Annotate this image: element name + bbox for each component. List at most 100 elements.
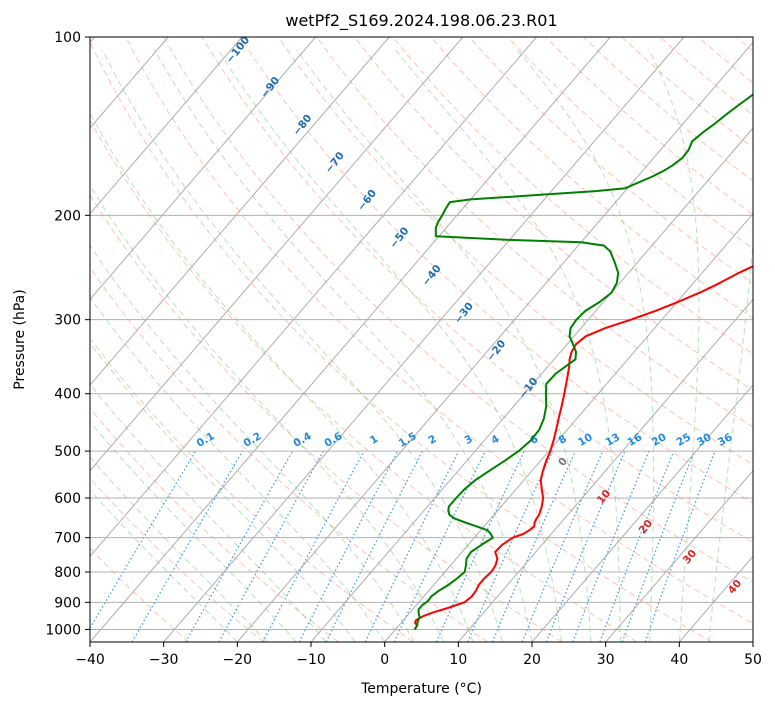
dry-adiabat-line bbox=[90, 266, 488, 642]
dry-adiabat-line bbox=[90, 194, 563, 642]
isotherm-line bbox=[531, 384, 753, 642]
mixing-ratio-label: 0.1 bbox=[195, 430, 217, 450]
mixing-ratio-label: 4 bbox=[489, 433, 501, 447]
background-lines bbox=[90, 37, 753, 642]
moist-adiabat-line bbox=[217, 49, 562, 642]
mixing-ratio-label: 3 bbox=[463, 433, 475, 447]
mixing-ratio-label: 13 bbox=[603, 431, 622, 449]
mixing-ratio-label: 8 bbox=[557, 433, 569, 447]
moist-adiabat-line bbox=[90, 112, 474, 642]
moist-adiabat-line bbox=[394, 49, 621, 642]
moist-adiabat-line bbox=[648, 49, 700, 642]
mixing-ratio-label: 0.6 bbox=[322, 430, 344, 450]
isotherm-line bbox=[752, 641, 753, 642]
x-tick-label: 50 bbox=[744, 652, 762, 668]
moist-adiabat-line bbox=[90, 421, 297, 642]
dry-adiabat-line bbox=[316, 37, 753, 428]
y-tick-label: 400 bbox=[54, 387, 81, 403]
x-tick-label: 30 bbox=[597, 652, 615, 668]
plot-frame bbox=[89, 36, 754, 643]
isotherm-line bbox=[90, 37, 317, 301]
mixing-ratio-label: 0.2 bbox=[242, 430, 264, 450]
moist-adiabat-line bbox=[90, 489, 238, 642]
mixing-ratio-label: 0.4 bbox=[291, 430, 313, 450]
x-tick-label: −30 bbox=[149, 652, 179, 668]
isotherm-line bbox=[90, 37, 538, 558]
moist-adiabat-line bbox=[154, 49, 533, 642]
mixing-ratio-line bbox=[599, 450, 675, 642]
dry-adiabat-line bbox=[430, 37, 753, 319]
dry-adiabat-line bbox=[354, 37, 753, 391]
mixing-ratio-line bbox=[218, 450, 324, 642]
dry-adiabat-line bbox=[163, 37, 753, 583]
mixing-ratio-line bbox=[131, 450, 244, 642]
isotherm-line bbox=[163, 37, 685, 642]
dry-adiabat-line bbox=[90, 119, 638, 642]
mixing-ratio-line bbox=[621, 450, 695, 642]
moist-adiabat-line bbox=[101, 49, 503, 642]
x-tick-label: 40 bbox=[670, 652, 688, 668]
mixing-ratio-line bbox=[90, 450, 197, 630]
mixing-ratio-line bbox=[298, 450, 399, 642]
dewpoint-profile bbox=[413, 93, 753, 630]
x-tick-label: 20 bbox=[523, 652, 541, 668]
dry-adiabat-line bbox=[239, 37, 753, 504]
mixing-ratio-line bbox=[185, 450, 294, 642]
mixing-ratio-line bbox=[644, 450, 716, 642]
profiles bbox=[413, 93, 753, 630]
moist-adiabat-line bbox=[90, 296, 386, 642]
y-axis: 100 200 300 400 500 600 700 800 900 1000 bbox=[45, 30, 90, 638]
y-tick-label: 100 bbox=[54, 30, 81, 46]
dry-adiabat-label: −20 bbox=[484, 338, 508, 364]
isotherm-line bbox=[236, 41, 753, 642]
mixing-ratio-line bbox=[521, 450, 604, 642]
mixing-ratio-line bbox=[491, 450, 576, 642]
dry-adiabat-label: −30 bbox=[452, 300, 476, 326]
dry-adiabat-line bbox=[507, 37, 753, 250]
moist-adiabat-label: 10 bbox=[595, 488, 614, 507]
y-tick-label: 200 bbox=[54, 208, 81, 224]
x-axis-label: Temperature (°C) bbox=[360, 681, 482, 697]
mixing-ratio-line bbox=[364, 450, 460, 642]
dry-adiabat-label: −90 bbox=[258, 75, 282, 101]
dry-adiabat-label: −50 bbox=[388, 225, 412, 251]
moist-adiabat-label: 20 bbox=[637, 518, 656, 537]
isotherm-line bbox=[605, 469, 753, 642]
dry-adiabat-label: −70 bbox=[323, 150, 347, 176]
x-tick-label: 10 bbox=[449, 652, 467, 668]
dry-adiabat-line bbox=[392, 37, 753, 355]
adiabat-labels: −100−90−80−70−60−50−40−30−20−100.1 0.2 0.4… bbox=[195, 34, 745, 596]
moist-adiabat-line bbox=[90, 383, 327, 642]
dry-adiabat-label: −60 bbox=[355, 187, 379, 213]
y-tick-label: 300 bbox=[54, 313, 81, 329]
mixing-ratio-label: 2 bbox=[426, 433, 438, 447]
moist-adiabat-line bbox=[296, 49, 592, 642]
dry-adiabat-line bbox=[90, 337, 414, 642]
mixing-ratio-line bbox=[393, 450, 486, 642]
dry-adiabat-line bbox=[621, 37, 753, 149]
dry-adiabat-label: −40 bbox=[420, 263, 444, 289]
mixing-ratio-line bbox=[572, 450, 650, 642]
y-tick-label: 900 bbox=[54, 595, 81, 611]
dry-adiabat-line bbox=[468, 37, 753, 284]
dry-adiabat-line bbox=[545, 37, 753, 216]
moist-adiabat-line bbox=[90, 342, 356, 642]
isotherm-line bbox=[90, 37, 390, 386]
dry-adiabat-label: −100 bbox=[224, 34, 252, 66]
y-tick-label: 600 bbox=[54, 491, 81, 507]
moist-adiabat-line bbox=[90, 244, 415, 642]
x-tick-label: −20 bbox=[223, 652, 253, 668]
dry-adiabat-line bbox=[90, 477, 264, 642]
mixing-ratio-label: 36 bbox=[716, 431, 735, 449]
isotherm-line bbox=[90, 37, 611, 642]
dry-adiabat-line bbox=[735, 37, 753, 52]
moist-adiabat-label: 0 bbox=[556, 455, 570, 468]
x-axis: −40 −30 −20 −10 0 10 20 30 40 50 bbox=[75, 642, 762, 668]
dry-adiabat-line bbox=[125, 37, 753, 624]
isotherm-line bbox=[384, 212, 753, 642]
mixing-ratio-label: 10 bbox=[576, 431, 595, 449]
mixing-ratio-label: 25 bbox=[674, 431, 693, 449]
dry-adiabat-line bbox=[90, 40, 712, 642]
isotherm-line bbox=[310, 127, 753, 642]
dry-adiabat-label: −80 bbox=[291, 112, 315, 138]
